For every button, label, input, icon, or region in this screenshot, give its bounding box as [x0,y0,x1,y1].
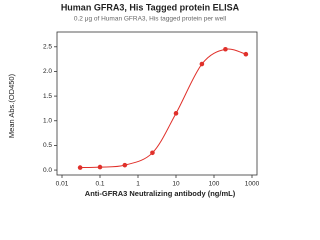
y-axis-label: Mean Abs.(OD450) [7,73,16,138]
y-tick-label: 2.0 [43,68,52,75]
data-point [199,61,205,67]
y-tick-label: 0.0 [43,167,52,174]
x-tick-label: 0.1 [95,181,104,188]
data-point [122,162,128,168]
chart: Human GFRA3, His Tagged protein ELISA 0.… [7,2,260,198]
x-tick-label: 100 [209,181,220,188]
x-tick-label: 0.01 [56,181,69,188]
x-tick-label: 1000 [245,181,260,188]
data-point [173,111,179,116]
plot-frame [56,31,258,176]
x-tick-label: 10 [172,181,180,188]
y-tick-label: 2.5 [43,44,52,51]
data-point [243,51,249,57]
y-tick-label: 1.5 [43,93,52,100]
data-point [223,46,228,52]
data-point [97,164,103,170]
y-tick-label: 1.0 [43,117,52,124]
x-tick-label: 1 [136,181,140,188]
chart-subtitle: 0.2 μg of Human GFRA3, His tagged protei… [74,16,227,23]
x-axis-label: Anti-GFRA3 Neutralizing antibody (ng/mL) [85,189,236,198]
data-point [150,150,155,156]
chart-title: Human GFRA3, His Tagged protein ELISA [61,2,240,12]
y-tick-label: 0.5 [43,142,52,149]
data-point [77,165,83,170]
fit-curve [80,48,247,169]
